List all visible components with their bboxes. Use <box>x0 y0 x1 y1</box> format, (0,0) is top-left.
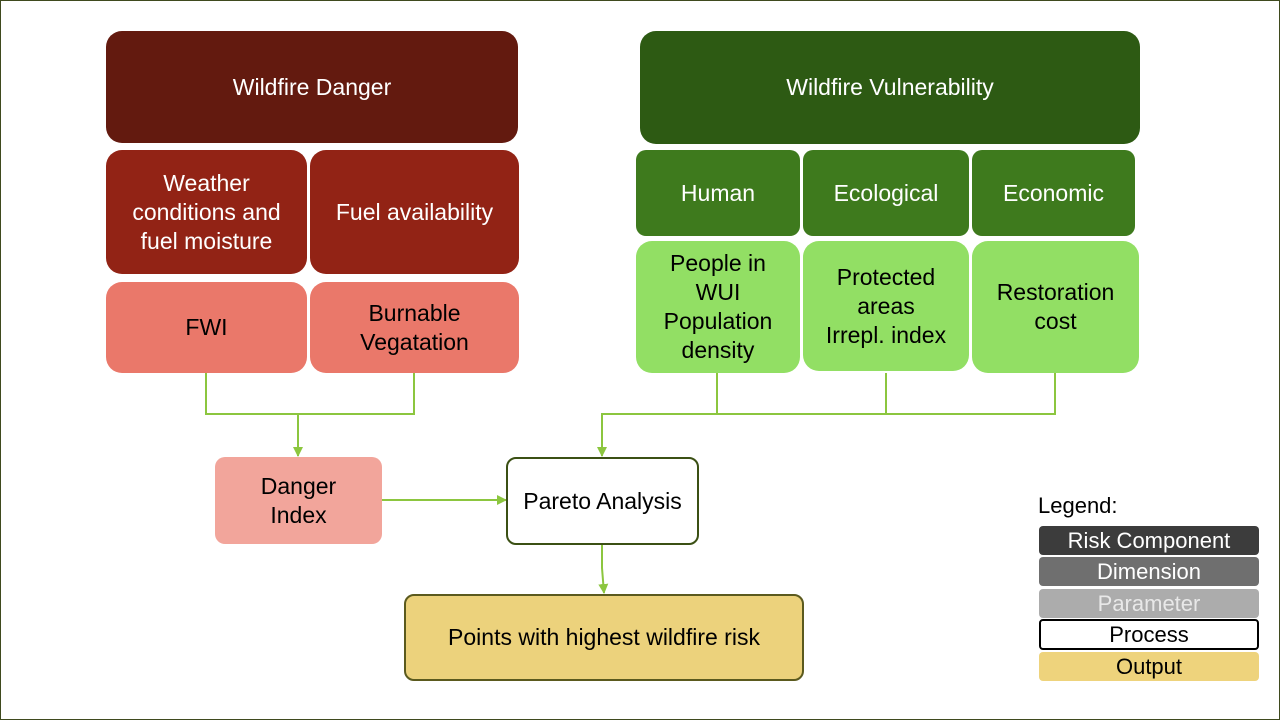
highest-risk-output-label: Points with highest wildfire risk <box>448 624 760 650</box>
fwi-parameter: FWI <box>106 282 307 373</box>
pareto-analysis-box: Pareto Analysis <box>506 457 699 545</box>
danger-index-label: Danger Index <box>260 472 337 528</box>
vulnerability-to-pareto-arrow <box>597 413 717 457</box>
burnable-vegetation-parameter: Burnable Vegatation <box>310 282 519 373</box>
fuel-availability-label: Fuel availability <box>335 198 494 225</box>
economic-dimension: Economic <box>972 150 1135 236</box>
burnable-connector <box>298 373 415 415</box>
pareto-to-output-arrow <box>598 544 609 594</box>
human-label: Human <box>680 179 756 206</box>
fuel-availability-dimension: Fuel availability <box>310 150 519 274</box>
weather-conditions-dimension: Weather conditions and fuel moisture <box>106 150 307 274</box>
legend-risk-component: Risk Component <box>1039 526 1259 555</box>
human-dimension: Human <box>636 150 800 236</box>
legend-process: Process <box>1039 619 1259 650</box>
ecological-label: Ecological <box>833 179 939 206</box>
restoration-cost-parameter: Restoration cost <box>972 241 1139 373</box>
wildfire-danger-label: Wildfire Danger <box>232 73 392 100</box>
people-in-wui-label: People in WUI Population density <box>663 250 773 363</box>
protected-areas-parameter: Protected areas Irrepl. index <box>803 241 969 371</box>
danger-index-box: Danger Index <box>215 457 382 544</box>
people-in-wui-parameter: People in WUI Population density <box>636 241 800 373</box>
ecological-dimension: Ecological <box>803 150 969 236</box>
fwi-label: FWI <box>185 314 228 340</box>
highest-risk-output-box: Points with highest wildfire risk <box>404 594 804 681</box>
wildfire-danger-component: Wildfire Danger <box>106 31 518 143</box>
wildfire-vulnerability-component: Wildfire Vulnerability <box>640 31 1140 144</box>
legend-title: Legend: <box>1038 493 1118 518</box>
protected-areas-label: Protected areas Irrepl. index <box>825 263 947 348</box>
restoration-cost-label: Restoration cost <box>996 279 1115 334</box>
legend-parameter: Parameter <box>1039 589 1259 618</box>
burnable-vegetation-label: Burnable Vegatation <box>360 299 469 355</box>
pareto-analysis-label: Pareto Analysis <box>523 487 682 514</box>
legend-dimension: Dimension <box>1039 557 1259 586</box>
wildfire-vulnerability-label: Wildfire Vulnerability <box>786 74 994 100</box>
economic-label: Economic <box>1003 179 1104 206</box>
legend-output: Output <box>1039 652 1259 681</box>
fwi-connector <box>205 373 298 415</box>
weather-conditions-label: Weather conditions and fuel moisture <box>132 169 281 254</box>
